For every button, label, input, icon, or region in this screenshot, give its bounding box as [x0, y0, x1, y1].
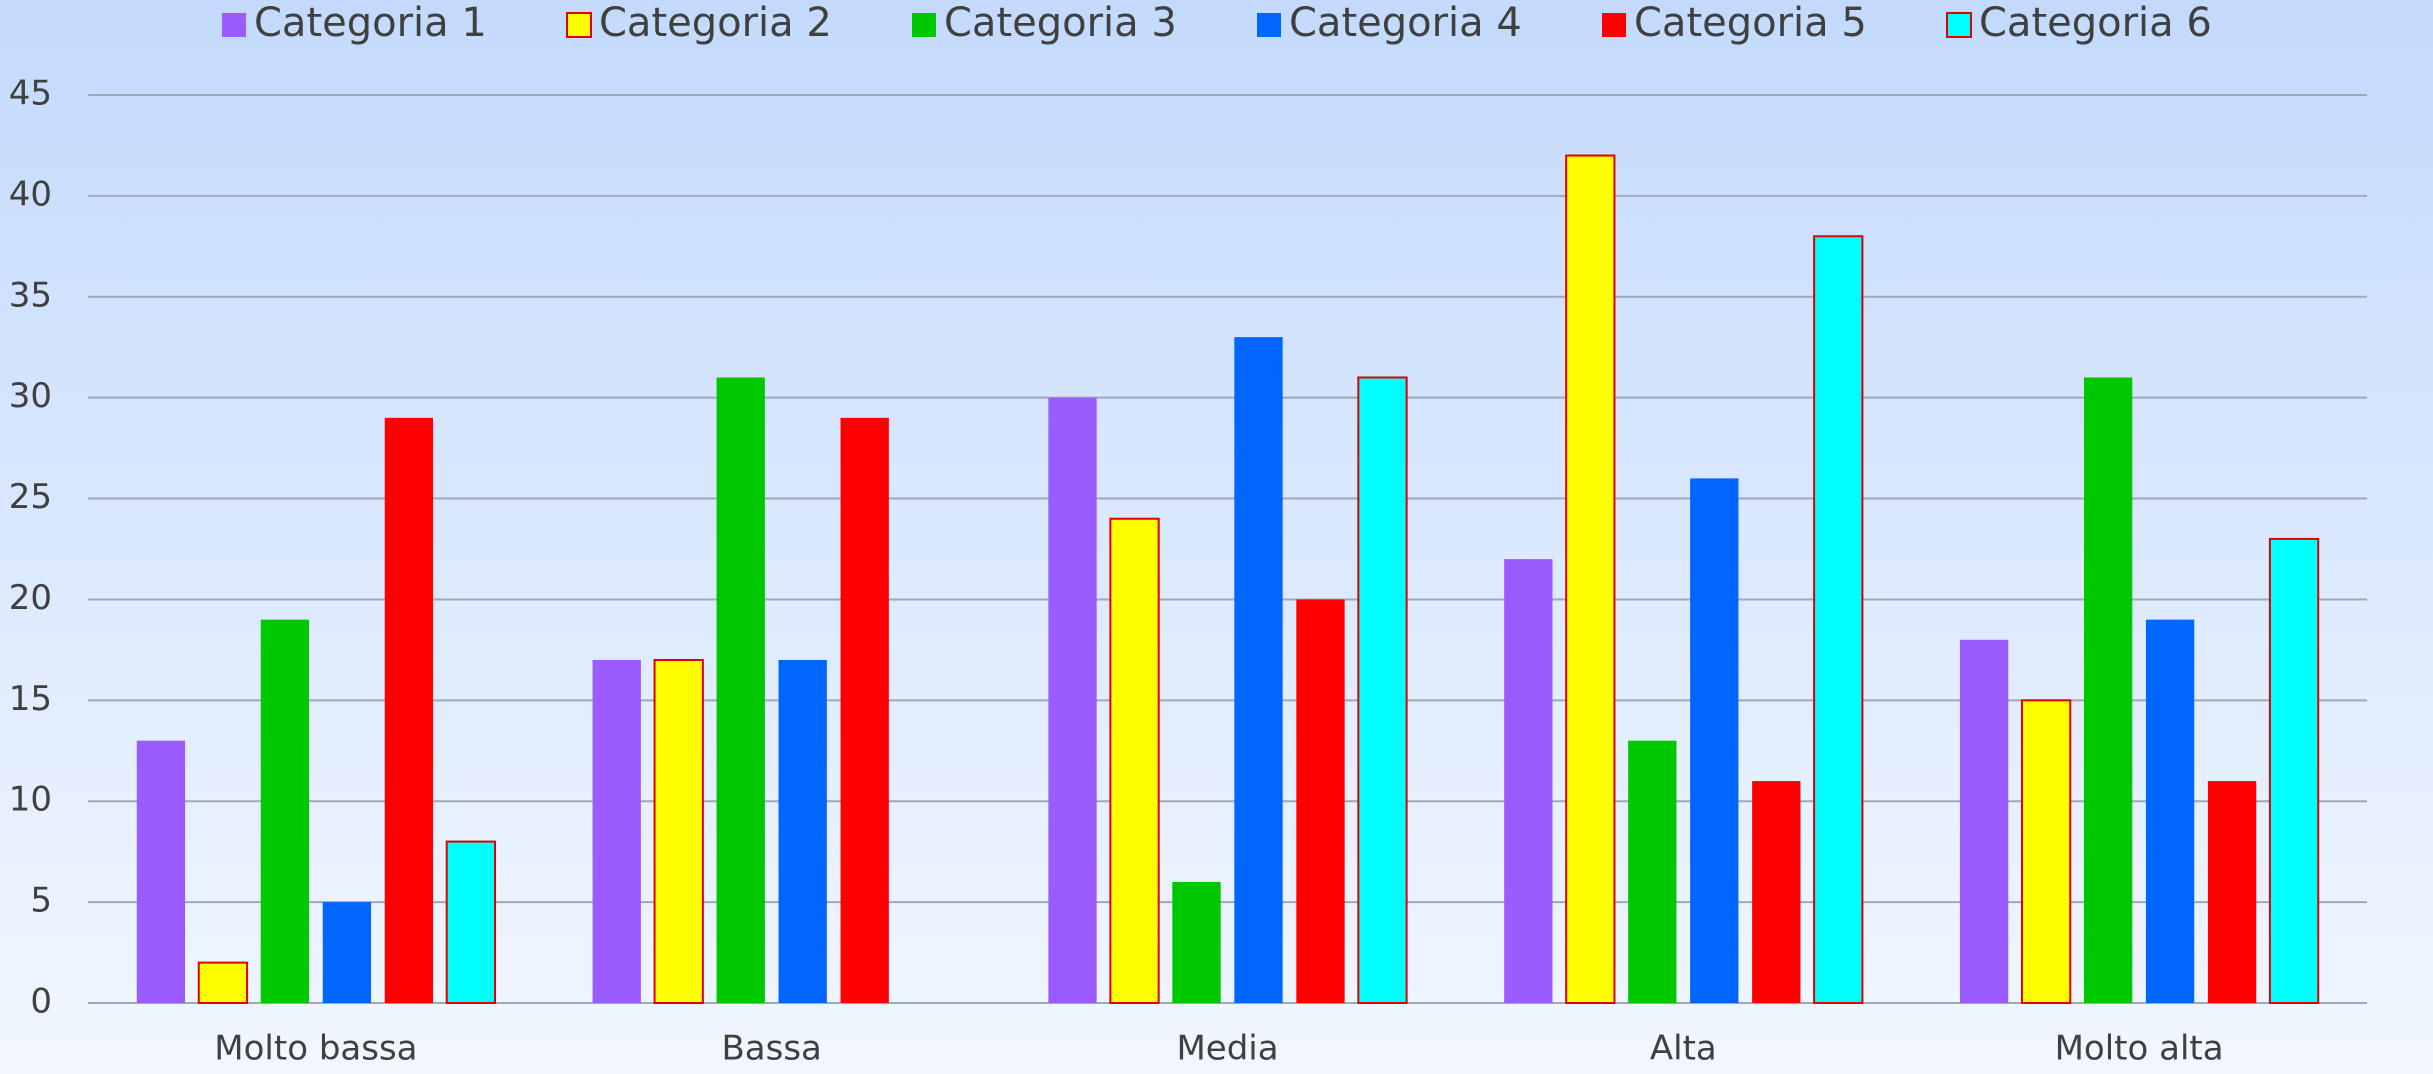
- bar: [1752, 781, 1801, 1003]
- legend-label: Categoria 4: [1289, 0, 1522, 46]
- bar: [840, 417, 889, 1003]
- x-tick-label: Bassa: [721, 1029, 821, 1069]
- bar: [1504, 559, 1553, 1003]
- x-tick-label: Molto alta: [2055, 1029, 2224, 1069]
- legend-label: Categoria 2: [599, 0, 832, 46]
- y-tick-label: 5: [30, 881, 52, 921]
- bar: [1296, 599, 1345, 1003]
- bar: [1628, 740, 1677, 1003]
- legend-label: Categoria 1: [254, 0, 487, 46]
- bar: [716, 377, 765, 1003]
- bar: [136, 740, 186, 1003]
- y-tick-label: 10: [9, 780, 52, 820]
- y-tick-label: 15: [9, 679, 52, 719]
- bar: [2207, 781, 2257, 1003]
- y-tick-label: 0: [30, 982, 52, 1022]
- bar: [1959, 639, 2009, 1003]
- bar: [197, 961, 249, 1005]
- bar: [445, 840, 497, 1004]
- legend-label: Categoria 3: [944, 0, 1177, 46]
- bar: [1172, 881, 1221, 1003]
- bar: [653, 658, 704, 1004]
- legend-swatch: [1257, 13, 1281, 37]
- y-tick-label: 45: [9, 74, 52, 114]
- x-tick-label: Molto bassa: [214, 1029, 417, 1069]
- bar: [2020, 699, 2072, 1004]
- legend-swatch: [222, 13, 246, 37]
- y-tick-label: 25: [9, 477, 52, 517]
- y-tick-label: 30: [9, 376, 52, 416]
- bar: [1048, 397, 1097, 1004]
- y-tick-label: 35: [9, 275, 52, 315]
- bar: [384, 417, 434, 1003]
- bar: [1234, 337, 1283, 1004]
- bar: [778, 659, 827, 1003]
- bar: [1357, 376, 1408, 1004]
- legend-swatch: [566, 12, 592, 38]
- bar: [1109, 517, 1160, 1004]
- legend-swatch: [912, 13, 936, 37]
- x-tick-label: Media: [1176, 1029, 1278, 1069]
- y-tick-label: 20: [9, 578, 52, 618]
- y-tick-label: 40: [9, 174, 52, 214]
- bar: [2268, 537, 2320, 1005]
- x-tick-label: Alta: [1650, 1029, 1717, 1069]
- bar: [260, 619, 310, 1003]
- bar: [322, 902, 372, 1003]
- legend-label: Categoria 6: [1979, 0, 2212, 46]
- bar: [2145, 619, 2195, 1003]
- legend-swatch: [1602, 13, 1626, 37]
- bar: [1813, 235, 1864, 1004]
- bar: [1690, 478, 1739, 1003]
- bar: [2083, 377, 2133, 1003]
- bar: [1565, 154, 1616, 1005]
- legend-swatch: [1946, 12, 1972, 38]
- bar: [592, 659, 641, 1003]
- legend-label: Categoria 5: [1634, 0, 1867, 46]
